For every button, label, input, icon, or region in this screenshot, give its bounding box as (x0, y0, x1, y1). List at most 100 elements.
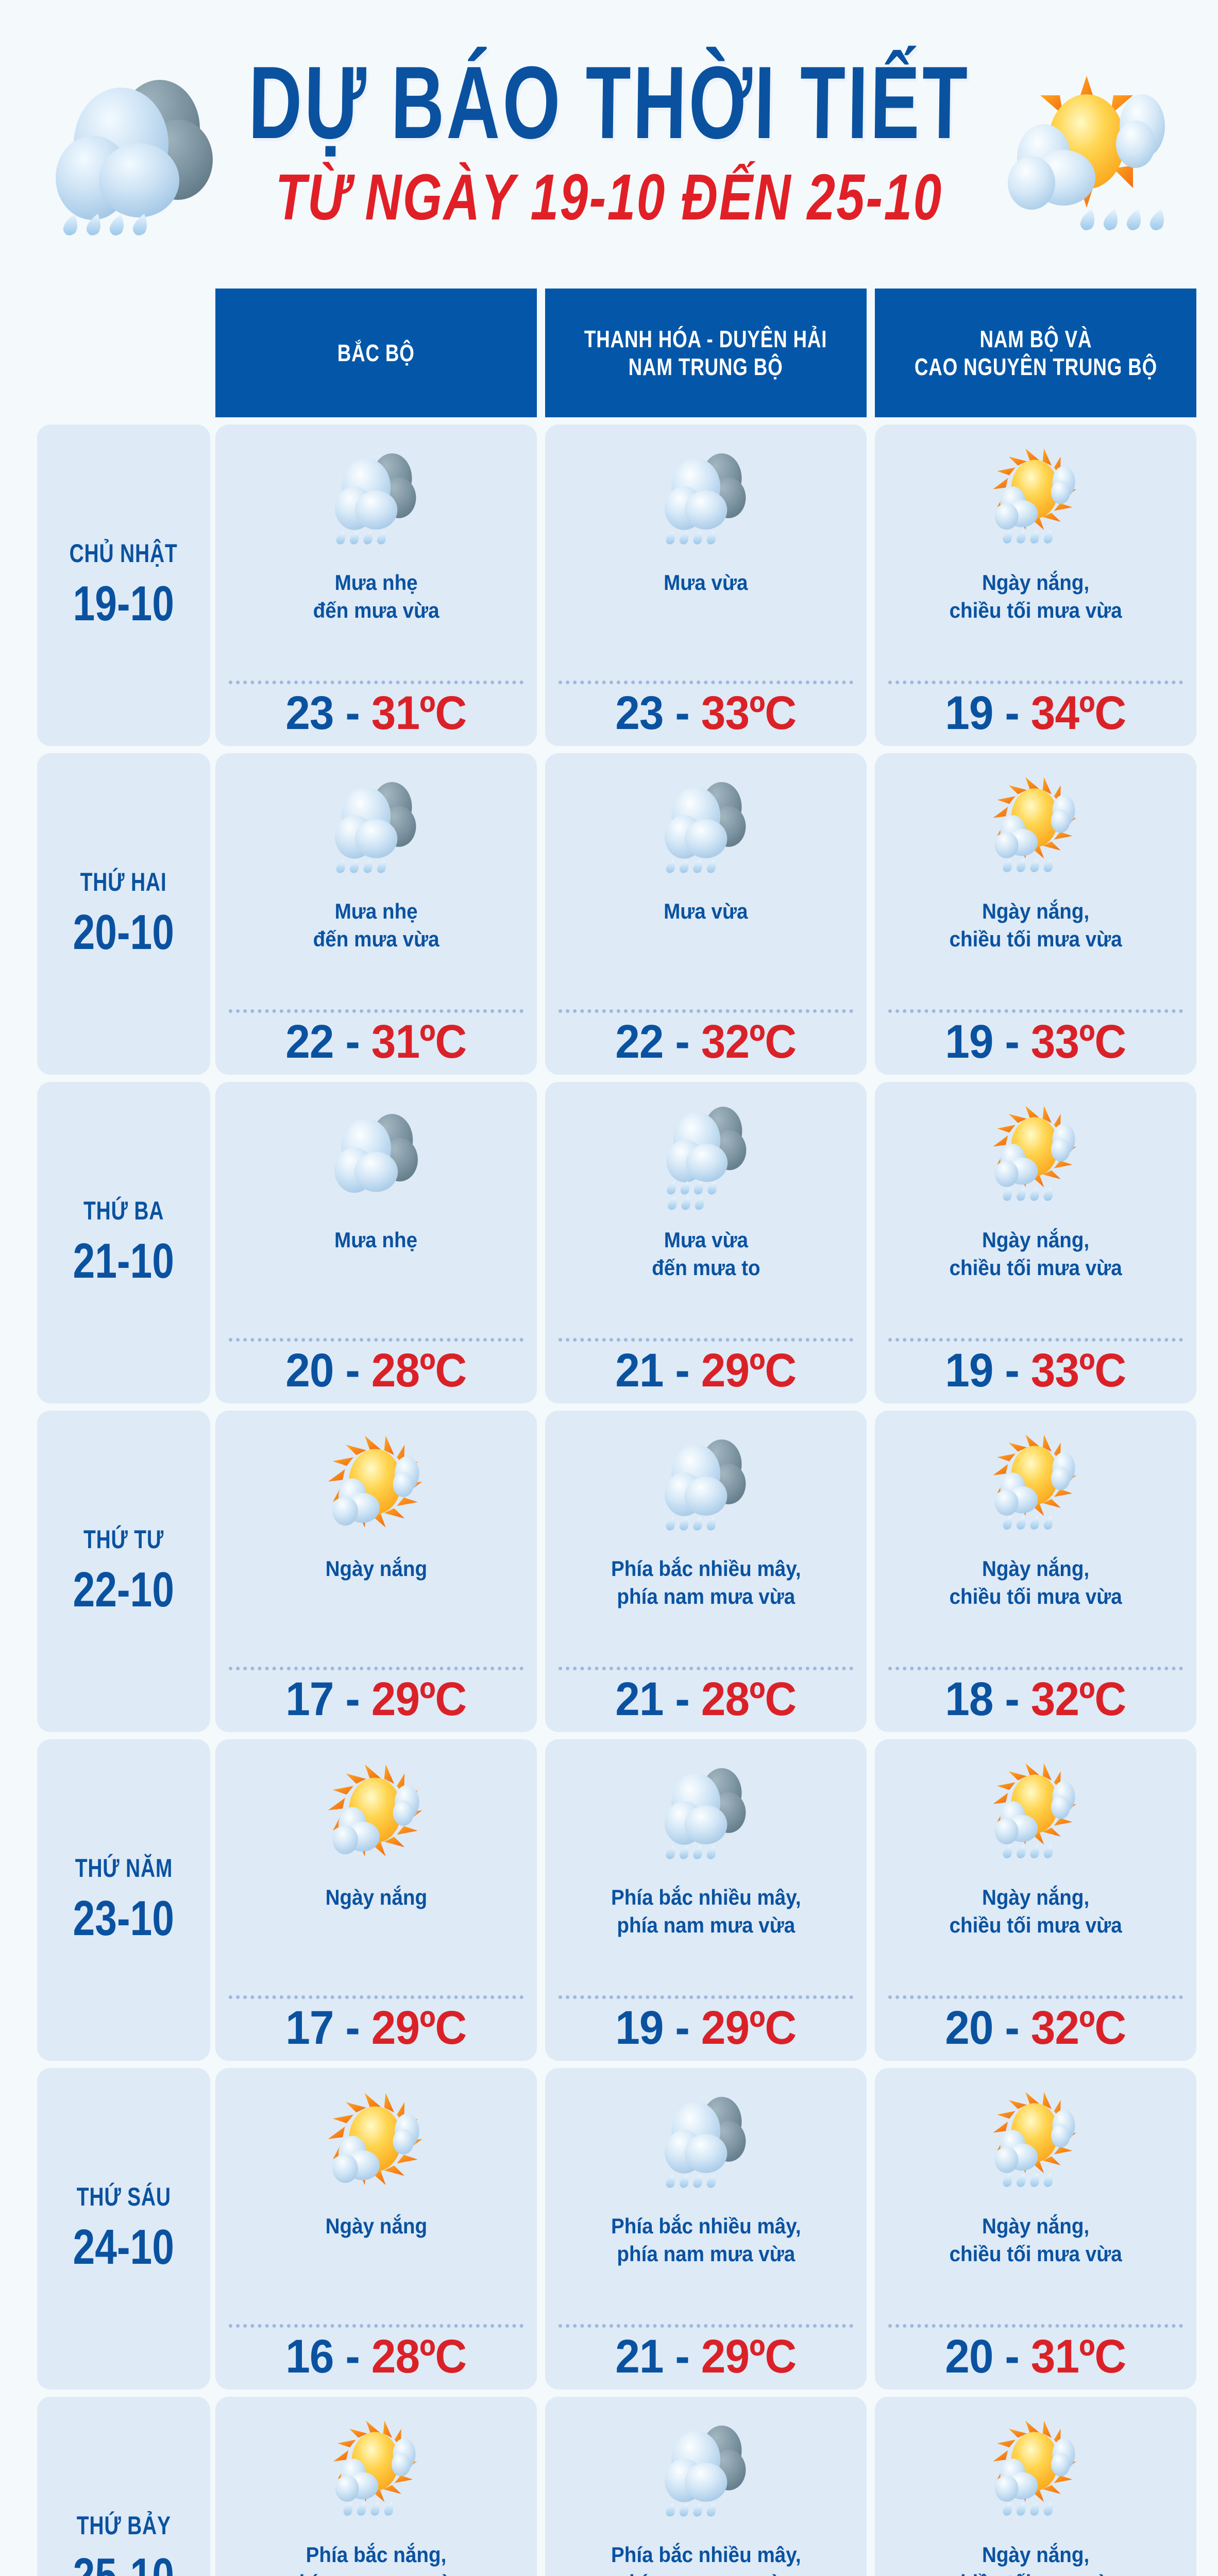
forecast-cell[interactable]: Ngày nắng, chiều tối mưa vừa 19 - 33ºC (875, 753, 1196, 1075)
condition-line2: phía nam mưa vừa (287, 2569, 465, 2576)
temp-unit: ºC (1079, 2002, 1126, 2054)
condition-line1: Ngày nắng (325, 1556, 427, 1581)
forecast-cell-wrapper: Ngày nắng, chiều tối mưa vừa 18 - 32ºC (871, 1411, 1200, 1732)
forecast-cell[interactable]: Mưa nhẹ 20 - 28ºC (215, 1082, 537, 1403)
temperature-range: 19 - 33ºC (945, 1347, 1126, 1394)
column-header-line1: BẮC BỘ (337, 339, 415, 366)
cell-divider (888, 681, 1183, 684)
forecast-cell[interactable]: Ngày nắng, chiều tối mưa vừa 20 - 29ºC (875, 2397, 1196, 2576)
day-column: CHỦ NHẬT 19-10 (0, 425, 211, 746)
forecast-cell[interactable]: Phía bắc nhiều mây, phía nam mưa vừa 18 … (545, 2397, 867, 2576)
temp-dash: - (663, 2330, 702, 2383)
temp-unit: ºC (419, 1015, 467, 1068)
temp-unit: ºC (419, 1673, 467, 1725)
temp-dash: - (993, 2330, 1031, 2383)
temperature-range: 17 - 29ºC (285, 1673, 467, 1725)
temp-high: 33 (701, 687, 750, 739)
temp-low: 17 (285, 1673, 334, 1725)
day-date: 22-10 (73, 1562, 175, 1617)
forecast-cell[interactable]: Phía bắc nắng, phía nam mưa vừa 20 - 30º… (215, 2397, 537, 2576)
forecast-cell-wrapper: Phía bắc nhiều mây, phía nam mưa vừa 19 … (541, 1739, 871, 2061)
condition-line2: đến mưa vừa (313, 926, 439, 951)
forecast-cell-wrapper: Mưa vừa 22 - 32ºC (541, 753, 871, 1075)
forecast-cell[interactable]: Ngày nắng, chiều tối mưa vừa 18 - 32ºC (875, 1411, 1196, 1732)
temp-unit: ºC (1079, 2330, 1126, 2383)
condition-line1: Mưa nhẹ (334, 570, 418, 595)
table-row: THỨ BẢY 25-10 (0, 2389, 1218, 2576)
condition-line1: Mưa vừa (664, 899, 748, 923)
temp-low: 19 (945, 687, 993, 739)
condition-text: Mưa nhẹ đến mưa vừa (224, 567, 529, 679)
temp-low: 21 (615, 1673, 664, 1725)
cloud-rain-icon (553, 1753, 858, 1882)
header-title-group: DỰ BÁO THỜI TIẾT TỪ NGÀY 19-10 ĐẾN 25-10 (0, 45, 1218, 230)
day-column: THỨ HAI 20-10 (0, 753, 211, 1075)
cloud-icon (224, 1095, 529, 1224)
forecast-cell[interactable]: Mưa nhẹ đến mưa vừa 23 - 31ºC (215, 425, 537, 746)
cell-divider (229, 1338, 523, 1342)
forecast-cell[interactable]: Phía bắc nhiều mây, phía nam mưa vừa 21 … (545, 1411, 867, 1732)
table-row: THỨ HAI 20-10 (0, 746, 1218, 1075)
temp-unit: ºC (749, 1344, 797, 1397)
temp-high: 33 (1031, 1015, 1079, 1068)
forecast-cell[interactable]: Mưa vừa 23 - 33ºC (545, 425, 867, 746)
temperature-range: 20 - 31ºC (945, 2333, 1126, 2380)
cell-divider (229, 1009, 523, 1013)
cell-divider (229, 2324, 523, 2328)
day-name: THỨ BA (83, 1196, 164, 1225)
sun-cloud-rain-icon (883, 2081, 1188, 2210)
forecast-cell[interactable]: Ngày nắng, chiều tối mưa vừa 20 - 32ºC (875, 1739, 1196, 2061)
sun-cloud-rain-icon (883, 438, 1188, 567)
forecast-cell[interactable]: Mưa nhẹ đến mưa vừa 22 - 31ºC (215, 753, 537, 1075)
condition-line2: chiều tối mưa vừa (949, 1912, 1122, 1937)
condition-line1: Mưa vừa (664, 570, 748, 595)
sun-cloud-rain-icon (883, 767, 1188, 895)
column-header-line1: THANH HÓA - DUYÊN HẢI (584, 325, 827, 352)
condition-line1: Ngày nắng, (982, 1885, 1090, 1909)
cloud-rain-icon (553, 2410, 858, 2539)
table-row: THỨ SÁU 24-10 (0, 2061, 1218, 2389)
forecast-cell-wrapper: Ngày nắng, chiều tối mưa vừa 19 - 33ºC (871, 753, 1200, 1075)
table-row: CHỦ NHẬT 19-10 (0, 417, 1218, 746)
forecast-cell[interactable]: Mưa vừa 22 - 32ºC (545, 753, 867, 1075)
temp-high: 31 (1031, 2330, 1079, 2383)
temp-high: 31 (371, 1015, 420, 1068)
sun-cloud-icon (224, 1424, 529, 1553)
forecast-cell-wrapper: Ngày nắng, chiều tối mưa vừa 19 - 33ºC (871, 1082, 1200, 1403)
condition-text: Ngày nắng, chiều tối mưa vừa (883, 895, 1188, 1007)
page-title: DỰ BÁO THỜI TIẾT (247, 45, 971, 160)
temp-unit: ºC (749, 2002, 797, 2054)
condition-line2: phía nam mưa vừa (611, 2569, 801, 2576)
temp-dash: - (993, 1344, 1031, 1397)
forecast-cell[interactable]: Mưa vừa đến mưa to 21 - 29ºC (545, 1082, 867, 1403)
cell-divider (888, 1995, 1183, 1999)
forecast-cell[interactable]: Ngày nắng 17 - 29ºC (215, 1411, 537, 1732)
forecast-cell[interactable]: Ngày nắng 17 - 29ºC (215, 1739, 537, 2061)
forecast-cell[interactable]: Ngày nắng, chiều tối mưa vừa 19 - 33ºC (875, 1082, 1196, 1403)
temp-dash: - (333, 2002, 372, 2054)
forecast-cell[interactable]: Ngày nắng, chiều tối mưa vừa 19 - 34ºC (875, 425, 1196, 746)
temp-dash: - (993, 1673, 1031, 1725)
forecast-cell-wrapper: Ngày nắng, chiều tối mưa vừa 20 - 31ºC (871, 2068, 1200, 2389)
temp-dash: - (663, 1015, 702, 1068)
cell-divider (229, 1667, 523, 1670)
forecast-cell[interactable]: Ngày nắng 16 - 28ºC (215, 2068, 537, 2389)
forecast-cell[interactable]: Ngày nắng, chiều tối mưa vừa 20 - 31ºC (875, 2068, 1196, 2389)
forecast-cell[interactable]: Phía bắc nhiều mây, phía nam mưa vừa 19 … (545, 1739, 867, 2061)
page-header: DỰ BÁO THỜI TIẾT TỪ NGÀY 19-10 ĐẾN 25-10 (0, 0, 1218, 289)
condition-line2: đến mưa to (651, 1255, 760, 1280)
forecast-cell[interactable]: Phía bắc nhiều mây, phía nam mưa vừa 21 … (545, 2068, 867, 2389)
column-header-nam-bo-va-cao-nguyen-trung-bo: NAM BỘ VÀ CAO NGUYÊN TRUNG BỘ (871, 289, 1200, 417)
condition-text: Phía bắc nhiều mây, phía nam mưa vừa (553, 1553, 858, 1665)
column-header-thanh-hoa-duyen-hai-nam-trung-bo: THANH HÓA - DUYÊN HẢI NAM TRUNG BỘ (541, 289, 871, 417)
day-label-cell: THỨ SÁU 24-10 (37, 2068, 210, 2389)
sun-cloud-rain-icon (883, 1424, 1188, 1553)
temp-dash: - (663, 1673, 702, 1725)
cell-divider (559, 681, 853, 684)
day-column: THỨ SÁU 24-10 (0, 2068, 211, 2389)
cell-divider (888, 1667, 1183, 1670)
cell-divider (559, 2324, 853, 2328)
condition-line2: phía nam mưa vừa (617, 2241, 795, 2266)
temperature-range: 19 - 33ºC (945, 1018, 1126, 1065)
forecast-cell-wrapper: Mưa nhẹ đến mưa vừa 23 - 31ºC (211, 425, 541, 746)
